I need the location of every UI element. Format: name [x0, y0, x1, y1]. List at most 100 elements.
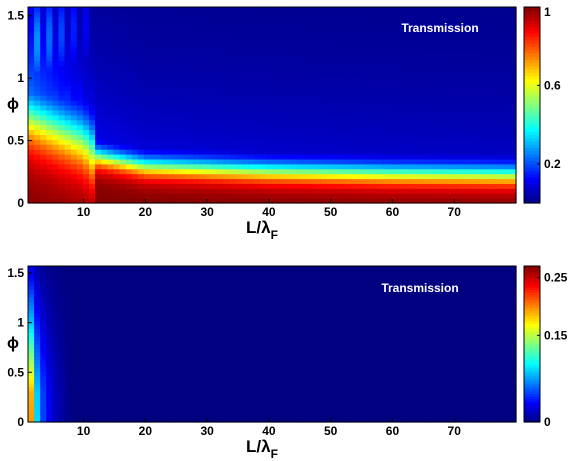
heatmap-cell [126, 81, 133, 87]
heatmap-cell [229, 391, 236, 396]
heatmap-cell [406, 154, 413, 160]
heatmap-cell [59, 403, 66, 408]
heatmap-cell [254, 313, 261, 318]
heatmap-cell [34, 144, 41, 150]
heatmap-cell [138, 115, 145, 121]
heatmap-cell [351, 125, 358, 131]
heatmap-cell [242, 120, 249, 126]
heatmap-cell [260, 293, 267, 298]
heatmap-cell [345, 85, 352, 91]
heatmap-cell [351, 105, 358, 111]
heatmap-cell [498, 76, 505, 82]
heatmap-cell [101, 51, 108, 57]
heatmap-cell [89, 66, 96, 72]
heatmap-cell [211, 391, 218, 396]
heatmap-cell [89, 317, 96, 322]
heatmap-cell [40, 344, 47, 349]
heatmap-cell [205, 403, 212, 408]
heatmap-cell [101, 344, 108, 349]
heatmap-cell [266, 95, 273, 101]
heatmap-cell [144, 66, 151, 72]
heatmap-cell [211, 105, 218, 111]
heatmap-cell [162, 90, 169, 96]
heatmap-cell [101, 340, 108, 345]
heatmap-cell [486, 27, 493, 32]
heatmap-cell [113, 7, 120, 13]
heatmap-cell [83, 144, 90, 150]
heatmap-cell [321, 115, 328, 121]
heatmap-cell [223, 289, 230, 294]
heatmap-cell [181, 12, 188, 18]
heatmap-cell [272, 130, 279, 136]
heatmap-cell [321, 85, 328, 91]
heatmap-cell [266, 12, 273, 18]
heatmap-cell [107, 309, 114, 314]
heatmap-cell [235, 282, 242, 287]
heatmap-cell [248, 41, 255, 47]
heatmap-cell [138, 17, 145, 23]
heatmap-cell [181, 105, 188, 111]
heatmap-cell [46, 90, 53, 96]
heatmap-cell [205, 352, 212, 357]
heatmap-cell [437, 120, 444, 126]
heatmap-cell [223, 27, 230, 32]
heatmap-cell [260, 367, 267, 372]
heatmap-cell [150, 313, 157, 318]
heatmap-cell [144, 105, 151, 111]
heatmap-cell [382, 76, 389, 82]
heatmap-cell [95, 120, 102, 126]
heatmap-cell [120, 293, 127, 298]
heatmap-cell [71, 36, 78, 42]
heatmap-cell [113, 379, 120, 384]
heatmap-cell [65, 348, 72, 353]
heatmap-cell [443, 183, 450, 189]
heatmap-cell [345, 183, 352, 189]
heatmap-cell [199, 51, 206, 57]
heatmap-cell [168, 174, 175, 180]
heatmap-cell [437, 36, 444, 42]
heatmap-cell [327, 46, 334, 52]
heatmap-cell [284, 105, 291, 111]
heatmap-cell [345, 134, 352, 140]
heatmap-cell [333, 32, 340, 38]
heatmap-cell [229, 403, 236, 408]
heatmap-cell [272, 317, 279, 322]
heatmap-cell [138, 139, 145, 145]
heatmap-cell [187, 286, 194, 291]
heatmap-cell [83, 169, 90, 175]
heatmap-cell [504, 32, 511, 38]
heatmap-cell [40, 85, 47, 91]
heatmap-cell [223, 387, 230, 392]
heatmap-cell [71, 391, 78, 396]
heatmap-cell [473, 159, 480, 165]
heatmap-cell [242, 100, 249, 106]
heatmap-cell [266, 139, 273, 145]
heatmap-cell [370, 46, 377, 52]
heatmap-cell [351, 169, 358, 175]
heatmap-cell [272, 364, 279, 369]
y-axis-label: ϕ [7, 96, 19, 113]
heatmap-cell [120, 364, 127, 369]
heatmap-cell [138, 193, 145, 199]
heatmap-cell [248, 85, 255, 91]
heatmap-cell [266, 76, 273, 82]
heatmap-cell [486, 174, 493, 180]
heatmap-cell [284, 120, 291, 126]
heatmap-cell [431, 183, 438, 189]
heatmap-cell [46, 71, 53, 77]
heatmap-cell [138, 286, 145, 291]
heatmap-cell [138, 164, 145, 170]
heatmap-cell [65, 371, 72, 376]
heatmap-cell [71, 61, 78, 67]
heatmap-cell [437, 144, 444, 150]
heatmap-cell [181, 313, 188, 318]
heatmap-cell [65, 387, 72, 392]
heatmap-cell [455, 95, 462, 101]
heatmap-cell [504, 183, 511, 189]
heatmap-cell [65, 270, 72, 275]
heatmap-cell [455, 12, 462, 18]
heatmap-cell [113, 325, 120, 330]
heatmap-cell [449, 61, 456, 67]
heatmap-cell [156, 383, 163, 388]
heatmap-cell [315, 183, 322, 189]
